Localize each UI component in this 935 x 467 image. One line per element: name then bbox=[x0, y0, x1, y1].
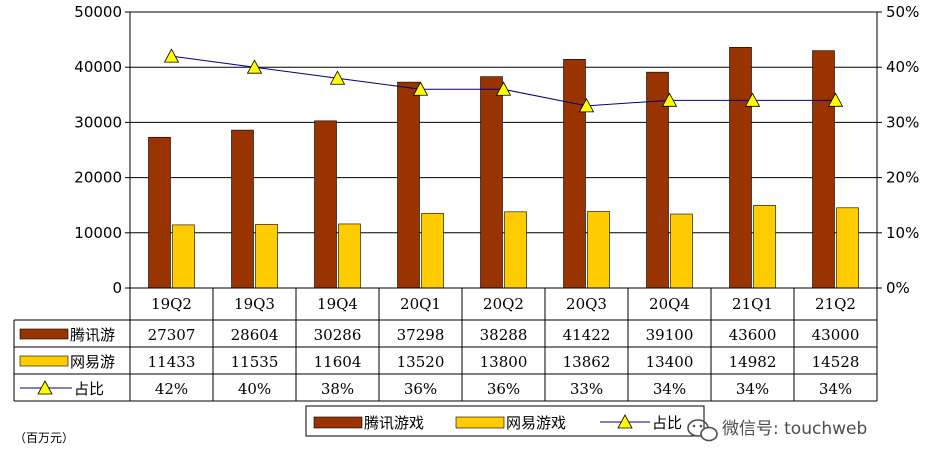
table-value-tencent: 27307 bbox=[148, 326, 196, 344]
legend: 腾讯游戏 网易游戏 占比 bbox=[305, 405, 705, 437]
share-marker bbox=[661, 92, 678, 107]
bar-netease bbox=[836, 207, 859, 289]
bar-tencent bbox=[148, 136, 171, 289]
bar-netease bbox=[753, 204, 776, 289]
table-value-tencent: 43000 bbox=[812, 326, 860, 344]
table-value-share: 34% bbox=[736, 380, 769, 398]
table-value-tencent: 30286 bbox=[314, 326, 362, 344]
bar-netease bbox=[587, 211, 610, 289]
x-category-label: 19Q2 bbox=[151, 295, 192, 313]
share-marker bbox=[163, 48, 180, 63]
x-category-label: 20Q1 bbox=[400, 295, 441, 313]
bar-tencent bbox=[812, 50, 835, 289]
table-value-share: 36% bbox=[487, 380, 520, 398]
share-marker bbox=[495, 81, 512, 96]
y-left-tick-label: 20000 bbox=[74, 169, 122, 187]
bar-netease bbox=[421, 213, 444, 289]
table-value-share: 40% bbox=[238, 380, 271, 398]
legend-label-netease: 网易游戏 bbox=[506, 414, 566, 432]
row-header-netease: 网易游 bbox=[70, 353, 115, 371]
table-value-netease: 13400 bbox=[646, 353, 694, 371]
table-value-share: 38% bbox=[321, 380, 354, 398]
share-marker bbox=[578, 97, 595, 113]
x-category-label: 19Q4 bbox=[317, 295, 358, 313]
table-value-share: 33% bbox=[570, 380, 603, 398]
legend-swatch-tencent bbox=[313, 416, 363, 429]
y-right-tick-label: 50% bbox=[886, 3, 919, 21]
bar-netease bbox=[172, 224, 195, 289]
watermark-text: 微信号: touchweb bbox=[722, 419, 867, 439]
legend-box bbox=[305, 405, 705, 437]
table-value-netease: 13862 bbox=[563, 353, 611, 371]
table-value-tencent: 43600 bbox=[729, 326, 777, 344]
table-value-share: 34% bbox=[819, 380, 852, 398]
bar-netease bbox=[255, 224, 278, 289]
x-category-label: 21Q1 bbox=[732, 295, 773, 313]
y-right-tick-label: 40% bbox=[886, 58, 919, 76]
bars-layer bbox=[148, 47, 859, 289]
watermark: 微信号: touchweb bbox=[687, 419, 867, 442]
table-value-share: 36% bbox=[404, 380, 437, 398]
data-table: 19Q2 19Q3 19Q4 20Q1 20Q2 20Q3 20Q4 21Q1 21Q2 腾讯游网… bbox=[13, 288, 878, 402]
x-category-label: 19Q3 bbox=[234, 295, 275, 313]
wechat-icon bbox=[687, 419, 718, 442]
legend-swatch-share-marker bbox=[617, 414, 633, 429]
row-header-tencent: 腾讯游 bbox=[70, 326, 115, 344]
y-right-tick-label: 20% bbox=[886, 169, 919, 187]
bar-tencent bbox=[231, 129, 254, 289]
bar-tencent bbox=[729, 47, 752, 289]
legend-swatch-netease bbox=[455, 416, 505, 429]
table-value-tencent: 41422 bbox=[563, 326, 611, 344]
x-category-label: 20Q3 bbox=[566, 295, 607, 313]
x-category-label: 20Q4 bbox=[649, 295, 690, 313]
y-right-tick-label: 30% bbox=[886, 113, 919, 131]
y-left-tick-label: 0 bbox=[112, 279, 122, 297]
y-left-tick-label: 50000 bbox=[74, 3, 122, 21]
table-value-share: 42% bbox=[155, 380, 188, 398]
row-swatch-tencent bbox=[19, 328, 69, 340]
legend-label-share: 占比 bbox=[652, 414, 682, 432]
unit-label: （百万元） bbox=[14, 431, 74, 445]
table-value-tencent: 39100 bbox=[646, 326, 694, 344]
y-left-tick-label: 10000 bbox=[74, 224, 122, 242]
share-marker bbox=[246, 59, 263, 74]
y-right-tick-label: 10% bbox=[886, 224, 919, 242]
table-value-netease: 11433 bbox=[148, 353, 196, 371]
share-marker bbox=[827, 92, 844, 107]
table-value-tencent: 38288 bbox=[480, 326, 528, 344]
table-value-tencent: 37298 bbox=[397, 326, 445, 344]
table-value-netease: 11535 bbox=[231, 353, 279, 371]
legend-label-tencent: 腾讯游戏 bbox=[364, 414, 424, 432]
line-layer bbox=[163, 48, 844, 113]
bar-tencent bbox=[563, 59, 586, 289]
table-value-tencent: 28604 bbox=[231, 326, 279, 344]
bar-tencent bbox=[397, 81, 420, 289]
share-marker bbox=[412, 81, 429, 96]
table-value-netease: 14982 bbox=[729, 353, 777, 371]
x-category-label: 21Q2 bbox=[815, 295, 856, 313]
y-left-tick-label: 40000 bbox=[74, 58, 122, 76]
y-left-tick-label: 30000 bbox=[74, 113, 122, 131]
table-value-share: 34% bbox=[653, 380, 686, 398]
row-swatch-share-marker bbox=[37, 380, 53, 395]
bar-netease bbox=[670, 213, 693, 289]
row-header-share: 占比 bbox=[74, 380, 104, 398]
share-marker bbox=[329, 70, 346, 85]
share-marker bbox=[744, 92, 761, 107]
bar-netease bbox=[338, 223, 361, 289]
row-swatch-netease bbox=[19, 355, 69, 367]
bar-tencent bbox=[480, 76, 503, 289]
bar-netease bbox=[504, 211, 527, 289]
bar-tencent bbox=[314, 120, 337, 289]
x-category-label: 20Q2 bbox=[483, 295, 524, 313]
table-value-netease: 14528 bbox=[812, 353, 860, 371]
table-value-netease: 13800 bbox=[480, 353, 528, 371]
table-value-netease: 13520 bbox=[397, 353, 445, 371]
table-value-netease: 11604 bbox=[314, 353, 362, 371]
y-right-tick-label: 0% bbox=[886, 279, 910, 297]
axes-layer: 0 10000 20000 30000 40000 50000 0% 10% 20% 30% 40%… bbox=[74, 3, 919, 297]
